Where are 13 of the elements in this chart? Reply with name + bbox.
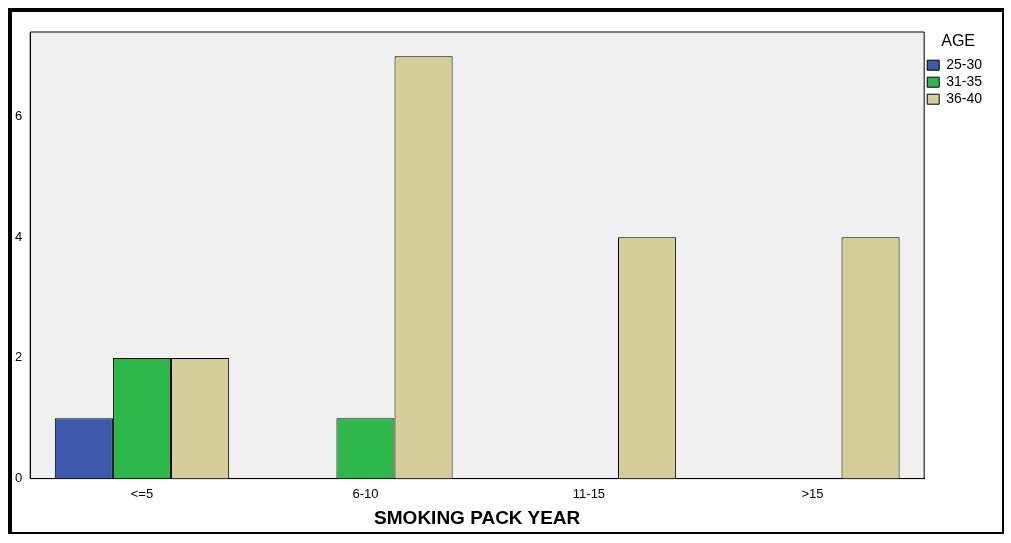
y-tick-label: 4 bbox=[15, 228, 23, 244]
legend-label: 25-30 bbox=[946, 56, 983, 73]
legend-title: AGE bbox=[941, 32, 975, 50]
y-tick-label: 2 bbox=[15, 349, 23, 365]
x-tick-label: 11-15 bbox=[572, 485, 606, 501]
x-axis-title: SMOKING PACK YEAR bbox=[374, 506, 581, 528]
legend-label: 36-40 bbox=[946, 90, 983, 107]
y-tick-label: 6 bbox=[15, 108, 23, 124]
x-tick-label: >15 bbox=[801, 485, 824, 501]
legend-label: 31-35 bbox=[946, 73, 983, 90]
y-tick-label: 0 bbox=[15, 470, 23, 486]
x-tick-label: 6-10 bbox=[352, 485, 379, 501]
x-tick-label: <=5 bbox=[130, 485, 154, 501]
